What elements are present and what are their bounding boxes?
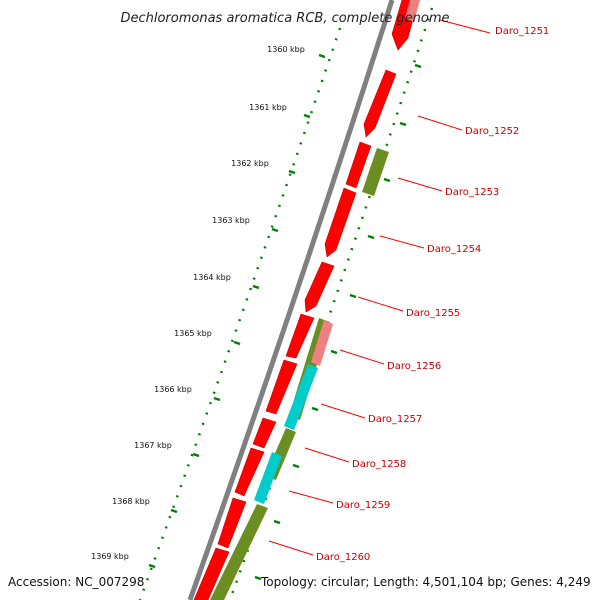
gene-arrow [234,447,265,497]
tick-label: 1365 kbp [174,329,212,338]
tick-label: 1367 kbp [134,441,172,450]
gene-arrow [285,313,315,359]
gene-arrow [363,69,397,138]
gene-leader-line [268,540,314,556]
gene-arrow [193,547,230,600]
genome-title: Dechloromonas aromatica RCB, complete ge… [120,11,449,26]
inner-tick-mark [318,53,326,59]
outer-tick-mark [383,177,391,183]
outer-tick-mark [330,349,338,355]
gene-label: Daro_1257 [368,414,422,425]
tick-label: 1364 kbp [193,273,231,282]
gene-leader-line [320,403,366,419]
outer-tick-mark [254,575,262,581]
outer-tick-mark [349,293,357,299]
gene-label: Daro_1258 [352,459,406,470]
gene-layer [193,0,420,600]
inner-tick-mark [288,169,296,175]
tick-layer: 1360 kbp 1361 kbp 1362 kbp 1363 kbp 1364 kbp… [91,45,422,581]
feature-block-cyan [254,452,282,504]
feature-block-pink [311,320,333,366]
gene-label: Daro_1252 [465,126,519,137]
feature-block-olive [362,148,389,196]
inner-tick-mark [148,563,156,569]
outer-tick-mark [399,121,407,127]
inner-tick-mark [213,396,221,402]
inner-tick-mark [303,113,311,119]
inner-tick-mark [192,452,200,458]
gene-leader-line [357,296,404,312]
outer-tick-mark [414,63,422,69]
accession-text: Accession: NC_007298 [8,575,144,589]
gene-leader-line [379,235,425,249]
inner-tick-mark [271,227,279,233]
gene-label: Daro_1251 [495,26,549,37]
gene-arrow [324,187,357,258]
gene-label: Daro_1259 [336,500,390,511]
gene-label: Daro_1253 [445,187,499,198]
outer-tick-mark [311,406,319,412]
gene-arrow [345,141,372,189]
tick-label: 1362 kbp [231,159,269,168]
gene-leader-line [397,177,443,192]
gene-leader-line [339,349,385,365]
outer-tick-mark [292,463,300,469]
feature-layer [210,148,389,600]
gene-leader-line [304,447,350,463]
gene-label: Daro_1256 [387,361,441,372]
genome-backbone [187,0,395,600]
gene-label-layer: Daro_1251 Daro_1252 Daro_1253 Daro_1254 Daro… [268,19,549,563]
gene-leader-line [288,490,334,504]
tick-label: 1368 kbp [112,497,150,506]
tick-label: 1369 kbp [91,552,129,561]
inner-tick-mark [252,284,260,290]
outer-tick-mark [273,519,281,525]
gene-leader-line [417,115,463,131]
gene-label: Daro_1260 [316,552,370,563]
inner-tick-mark [233,340,241,346]
tick-label: 1363 kbp [212,216,250,225]
feature-block-cyan [284,364,318,430]
gene-label: Daro_1254 [427,244,481,255]
gene-leader-line [439,19,491,34]
tick-label: 1360 kbp [267,45,305,54]
topology-text: Topology: circular; Length: 4,501,104 bp… [260,575,591,589]
gene-arrow [265,359,298,415]
gene-arrow [217,497,247,549]
tick-label: 1366 kbp [154,385,192,394]
gene-arrow [252,417,277,449]
gene-label: Daro_1255 [406,308,460,319]
feature-block-olive [210,504,268,600]
outer-tick-mark [367,234,375,240]
gene-arrow [304,261,335,313]
inner-tick-mark [170,508,178,514]
tick-label: 1361 kbp [249,103,287,112]
gene-arrow-highlight [405,0,420,22]
